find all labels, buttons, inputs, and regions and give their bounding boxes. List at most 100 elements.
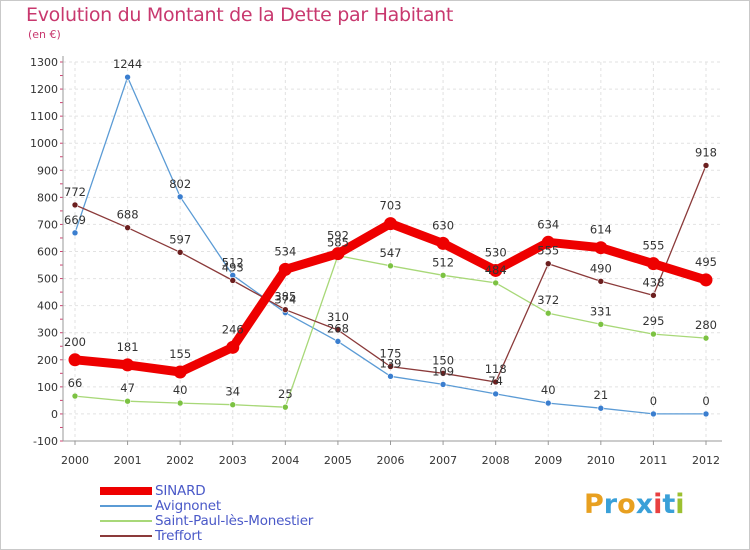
data-point bbox=[650, 292, 657, 299]
legend-swatch bbox=[100, 520, 152, 522]
data-point bbox=[650, 410, 657, 418]
data-point bbox=[597, 404, 605, 412]
data-point bbox=[544, 399, 552, 407]
data-label: 597 bbox=[169, 232, 191, 246]
data-point bbox=[492, 279, 499, 287]
y-tick-label: 1000 bbox=[30, 137, 58, 150]
data-point bbox=[387, 262, 394, 270]
data-label: 802 bbox=[169, 177, 191, 191]
y-tick-label: 0 bbox=[51, 408, 58, 421]
data-point bbox=[176, 193, 184, 201]
data-point bbox=[282, 306, 289, 314]
data-label: 1244 bbox=[113, 57, 142, 71]
legend-swatch bbox=[100, 535, 152, 537]
data-point bbox=[331, 247, 345, 261]
y-tick-label: 900 bbox=[37, 164, 58, 177]
data-label: 918 bbox=[695, 145, 717, 159]
x-tick-label: 2005 bbox=[324, 454, 352, 467]
data-label: 310 bbox=[327, 310, 349, 324]
data-label: 703 bbox=[380, 199, 402, 213]
data-label: 139 bbox=[380, 356, 402, 370]
data-label: 630 bbox=[432, 218, 454, 232]
data-label: 66 bbox=[68, 376, 83, 390]
data-label: 772 bbox=[64, 185, 86, 199]
data-point bbox=[229, 277, 237, 284]
y-tick-label: 700 bbox=[37, 218, 58, 231]
data-labels: 669 1244 802 512 374 268 139 109 74 40 21 0 0 66 47 40 3… bbox=[64, 57, 717, 408]
y-tick-label: -100 bbox=[33, 435, 58, 448]
brand-logo: Proxiti bbox=[584, 489, 685, 520]
data-point bbox=[124, 73, 131, 81]
axes bbox=[60, 56, 722, 445]
data-point bbox=[650, 330, 657, 338]
data-label: 25 bbox=[278, 387, 293, 401]
data-point bbox=[334, 338, 342, 345]
y-tick-label: 1200 bbox=[30, 83, 58, 96]
data-point bbox=[597, 277, 605, 285]
data-label: 246 bbox=[222, 322, 244, 336]
y-tick-label: 400 bbox=[37, 300, 58, 313]
data-label: 585 bbox=[327, 236, 349, 250]
logo-letter: r bbox=[603, 489, 618, 520]
logo-letter: t bbox=[662, 489, 676, 520]
y-tick-label: 600 bbox=[37, 246, 58, 259]
data-point bbox=[439, 370, 447, 377]
data-label: 0 bbox=[650, 394, 657, 408]
y-tick-label: 800 bbox=[37, 191, 58, 204]
data-point bbox=[278, 262, 292, 276]
x-tick-label: 2008 bbox=[482, 454, 510, 467]
data-label: 530 bbox=[485, 245, 507, 259]
data-label: 385 bbox=[274, 290, 296, 304]
x-tick-label: 2009 bbox=[534, 454, 562, 467]
x-tick-label: 2007 bbox=[429, 454, 457, 467]
data-label: 512 bbox=[432, 255, 454, 269]
data-label: 21 bbox=[594, 388, 609, 402]
data-point bbox=[439, 272, 447, 279]
x-tick-label: 2011 bbox=[639, 454, 667, 467]
data-label: 688 bbox=[117, 208, 139, 222]
data-label: 374 bbox=[274, 293, 296, 307]
data-label: 592 bbox=[327, 229, 349, 243]
data-label: 268 bbox=[327, 321, 349, 335]
data-label: 200 bbox=[64, 335, 86, 349]
data-label: 555 bbox=[642, 239, 664, 253]
data-point bbox=[702, 334, 710, 342]
data-point bbox=[492, 390, 499, 398]
chart-subtitle: (en €) bbox=[28, 28, 61, 41]
data-label: 47 bbox=[120, 381, 135, 395]
data-label: 74 bbox=[488, 374, 503, 388]
data-point bbox=[492, 378, 499, 386]
x-tick-label: 2010 bbox=[587, 454, 615, 467]
y-tick-label: 300 bbox=[37, 327, 58, 340]
data-point bbox=[387, 363, 394, 370]
data-label: 181 bbox=[117, 340, 139, 354]
legend-label: Treffort bbox=[155, 528, 202, 544]
logo-letter: i bbox=[653, 489, 663, 520]
data-point bbox=[489, 263, 503, 277]
data-label: 109 bbox=[432, 364, 454, 378]
data-label: 295 bbox=[642, 314, 664, 328]
data-label: 634 bbox=[537, 217, 559, 231]
data-point bbox=[439, 381, 447, 388]
data-point bbox=[334, 326, 342, 334]
x-tick-label: 2003 bbox=[219, 454, 247, 467]
data-point bbox=[702, 162, 710, 169]
data-label: 614 bbox=[590, 223, 612, 237]
logo-letter: o bbox=[617, 489, 636, 520]
series-group bbox=[68, 73, 713, 418]
data-point bbox=[229, 401, 237, 409]
data-point bbox=[646, 257, 660, 271]
x-tick-label: 2004 bbox=[271, 454, 299, 467]
chart-title: Evolution du Montant de la Dette par Hab… bbox=[26, 4, 454, 26]
logo-letter: P bbox=[584, 489, 604, 520]
legend-swatch bbox=[100, 505, 152, 507]
data-label: 0 bbox=[702, 394, 709, 408]
y-tick-label: 1300 bbox=[30, 56, 58, 69]
data-point bbox=[544, 309, 552, 317]
x-tick-label: 2012 bbox=[692, 454, 720, 467]
x-tick-label: 2001 bbox=[114, 454, 142, 467]
data-point bbox=[384, 217, 397, 231]
data-label: 372 bbox=[537, 293, 559, 307]
data-label: 438 bbox=[642, 275, 664, 289]
